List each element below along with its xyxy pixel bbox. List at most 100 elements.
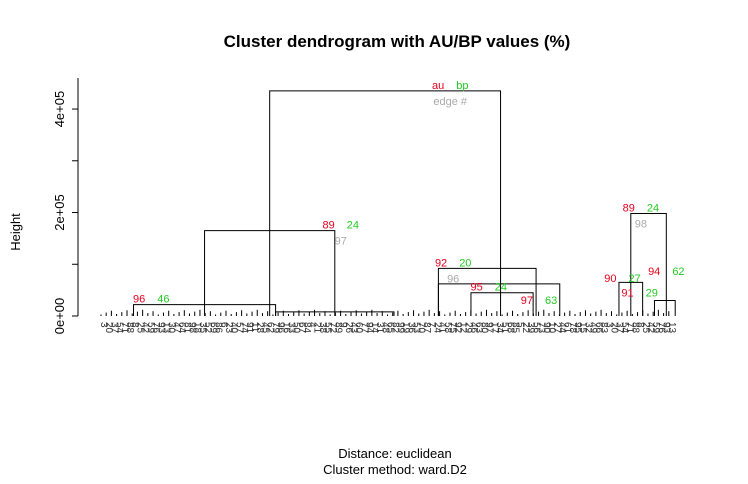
leaf-label: 7 bbox=[426, 322, 437, 328]
leaf-label: 54 bbox=[114, 322, 125, 334]
leaf-label: 80 bbox=[478, 322, 489, 334]
leaf-label: 71 bbox=[624, 322, 635, 334]
leaf-label: 30 bbox=[166, 322, 177, 334]
leaf-label: 17 bbox=[489, 322, 500, 334]
distance-caption: Distance: euclidean bbox=[338, 446, 451, 461]
leaf-label: 59 bbox=[650, 322, 661, 334]
leaf-label: 38 bbox=[317, 322, 328, 334]
leaf-label: 76 bbox=[655, 322, 666, 334]
leaf-label: 95 bbox=[572, 322, 583, 334]
leaf-label: 92 bbox=[452, 322, 463, 334]
leaf-label: 26 bbox=[343, 322, 354, 334]
au-value: 91 bbox=[621, 287, 633, 299]
bp-value: 24 bbox=[647, 203, 659, 215]
leaf-label: 70 bbox=[416, 322, 427, 334]
leaf-label: 37 bbox=[108, 322, 119, 334]
leaf-label: 59 bbox=[145, 322, 156, 334]
leaf-label: 35 bbox=[197, 322, 208, 334]
leaf-label: 98 bbox=[187, 322, 198, 334]
leaf-label: 33 bbox=[286, 322, 297, 334]
leaf-label: 94 bbox=[364, 322, 375, 334]
leaf-label: 45 bbox=[259, 322, 270, 334]
leaf-label: 78 bbox=[567, 322, 578, 334]
leaf-label: 91 bbox=[244, 322, 255, 334]
leaf-label: 23 bbox=[223, 322, 234, 334]
leaf-label: 48 bbox=[379, 322, 390, 334]
leaf-label: 93 bbox=[155, 322, 166, 334]
bp-value: 46 bbox=[157, 294, 169, 306]
leaf-label: 21 bbox=[312, 322, 323, 334]
leaf-label: 84 bbox=[301, 322, 312, 334]
leaf-label: 85 bbox=[510, 322, 521, 334]
leaf-label: 10 bbox=[546, 322, 557, 334]
leaf-label: 86 bbox=[213, 322, 224, 334]
leaf-label: 25 bbox=[134, 322, 145, 334]
leaf-label: 37 bbox=[614, 322, 625, 334]
dendrogram-tree bbox=[100, 90, 676, 316]
leaf-label: 75 bbox=[447, 322, 458, 334]
leaf-label: 51 bbox=[499, 322, 510, 334]
leaf-label: 73 bbox=[536, 322, 547, 334]
bp-value: 20 bbox=[459, 257, 471, 269]
leaf-label: 9 bbox=[338, 322, 349, 328]
leaf-label: 71 bbox=[119, 322, 130, 334]
au-value: 94 bbox=[648, 266, 660, 278]
au-value: 97 bbox=[521, 295, 533, 307]
leaf-label: 88 bbox=[124, 322, 135, 334]
bp-value: 62 bbox=[672, 266, 684, 278]
leaf-label: 13 bbox=[160, 322, 171, 334]
leaf-label: 64 bbox=[176, 322, 187, 334]
edge-number: 98 bbox=[635, 219, 647, 231]
method-caption: Cluster method: ward.D2 bbox=[323, 462, 467, 477]
leaf-label: 88 bbox=[629, 322, 640, 334]
bp-value: 63 bbox=[545, 295, 557, 307]
chart-title: Cluster dendrogram with AU/BP values (%) bbox=[224, 32, 571, 51]
leaf-label: 3 bbox=[603, 322, 614, 328]
bp-value: 27 bbox=[629, 273, 641, 285]
leaf-label: 29 bbox=[463, 322, 474, 334]
au-value: 96 bbox=[133, 294, 145, 306]
leaf-label: 55 bbox=[322, 322, 333, 334]
leaf-label: 25 bbox=[640, 322, 651, 334]
leaf-label: 87 bbox=[421, 322, 432, 334]
leaf-label: 54 bbox=[619, 322, 630, 334]
bp-value: 24 bbox=[347, 220, 359, 232]
leaf-label: 60 bbox=[353, 322, 364, 334]
leaf-label: 14 bbox=[369, 322, 380, 334]
leaf-label: 76 bbox=[150, 322, 161, 334]
leaf-label: 3 bbox=[98, 322, 109, 328]
leaf-label: 47 bbox=[171, 322, 182, 334]
dendrogram-branch bbox=[630, 213, 667, 316]
leaf-label: 74 bbox=[239, 322, 250, 334]
leaf-label: 20 bbox=[103, 322, 114, 334]
leaf-label: 90 bbox=[541, 322, 552, 334]
leaf-label: 56 bbox=[530, 322, 541, 334]
leaf-label: 22 bbox=[520, 322, 531, 334]
bp-value: 24 bbox=[495, 282, 507, 294]
au-value: 89 bbox=[623, 203, 635, 215]
leaf-label: 8 bbox=[635, 322, 646, 328]
leaf-label: 49 bbox=[588, 322, 599, 334]
y-axis-label: Height bbox=[8, 213, 23, 251]
leaf-labels: 3203754718882542597693133047648198183552… bbox=[98, 322, 677, 334]
leaf-label: 8 bbox=[129, 322, 140, 328]
y-tick-label: 4e+05 bbox=[52, 91, 67, 128]
leaf-label: 27 bbox=[551, 322, 562, 334]
leaf-label: 97 bbox=[483, 322, 494, 334]
leaf-label: 62 bbox=[265, 322, 276, 334]
au-value: 92 bbox=[435, 257, 447, 269]
leaf-label: 68 bbox=[504, 322, 515, 334]
leaf-label: 99 bbox=[395, 322, 406, 334]
leaf-label: 40 bbox=[228, 322, 239, 334]
leaf-label: 19 bbox=[400, 322, 411, 334]
leaf-label: 50 bbox=[291, 322, 302, 334]
leaf-label: 16 bbox=[280, 322, 291, 334]
au-value: au bbox=[432, 80, 444, 92]
leaf-label: 63 bbox=[473, 322, 484, 334]
y-tick-label: 0e+00 bbox=[52, 298, 67, 335]
dendrogram-branch bbox=[437, 283, 561, 316]
leaf-label: 96 bbox=[275, 322, 286, 334]
dendrogram-branch bbox=[269, 90, 502, 316]
leaf-label: 79 bbox=[270, 322, 281, 334]
